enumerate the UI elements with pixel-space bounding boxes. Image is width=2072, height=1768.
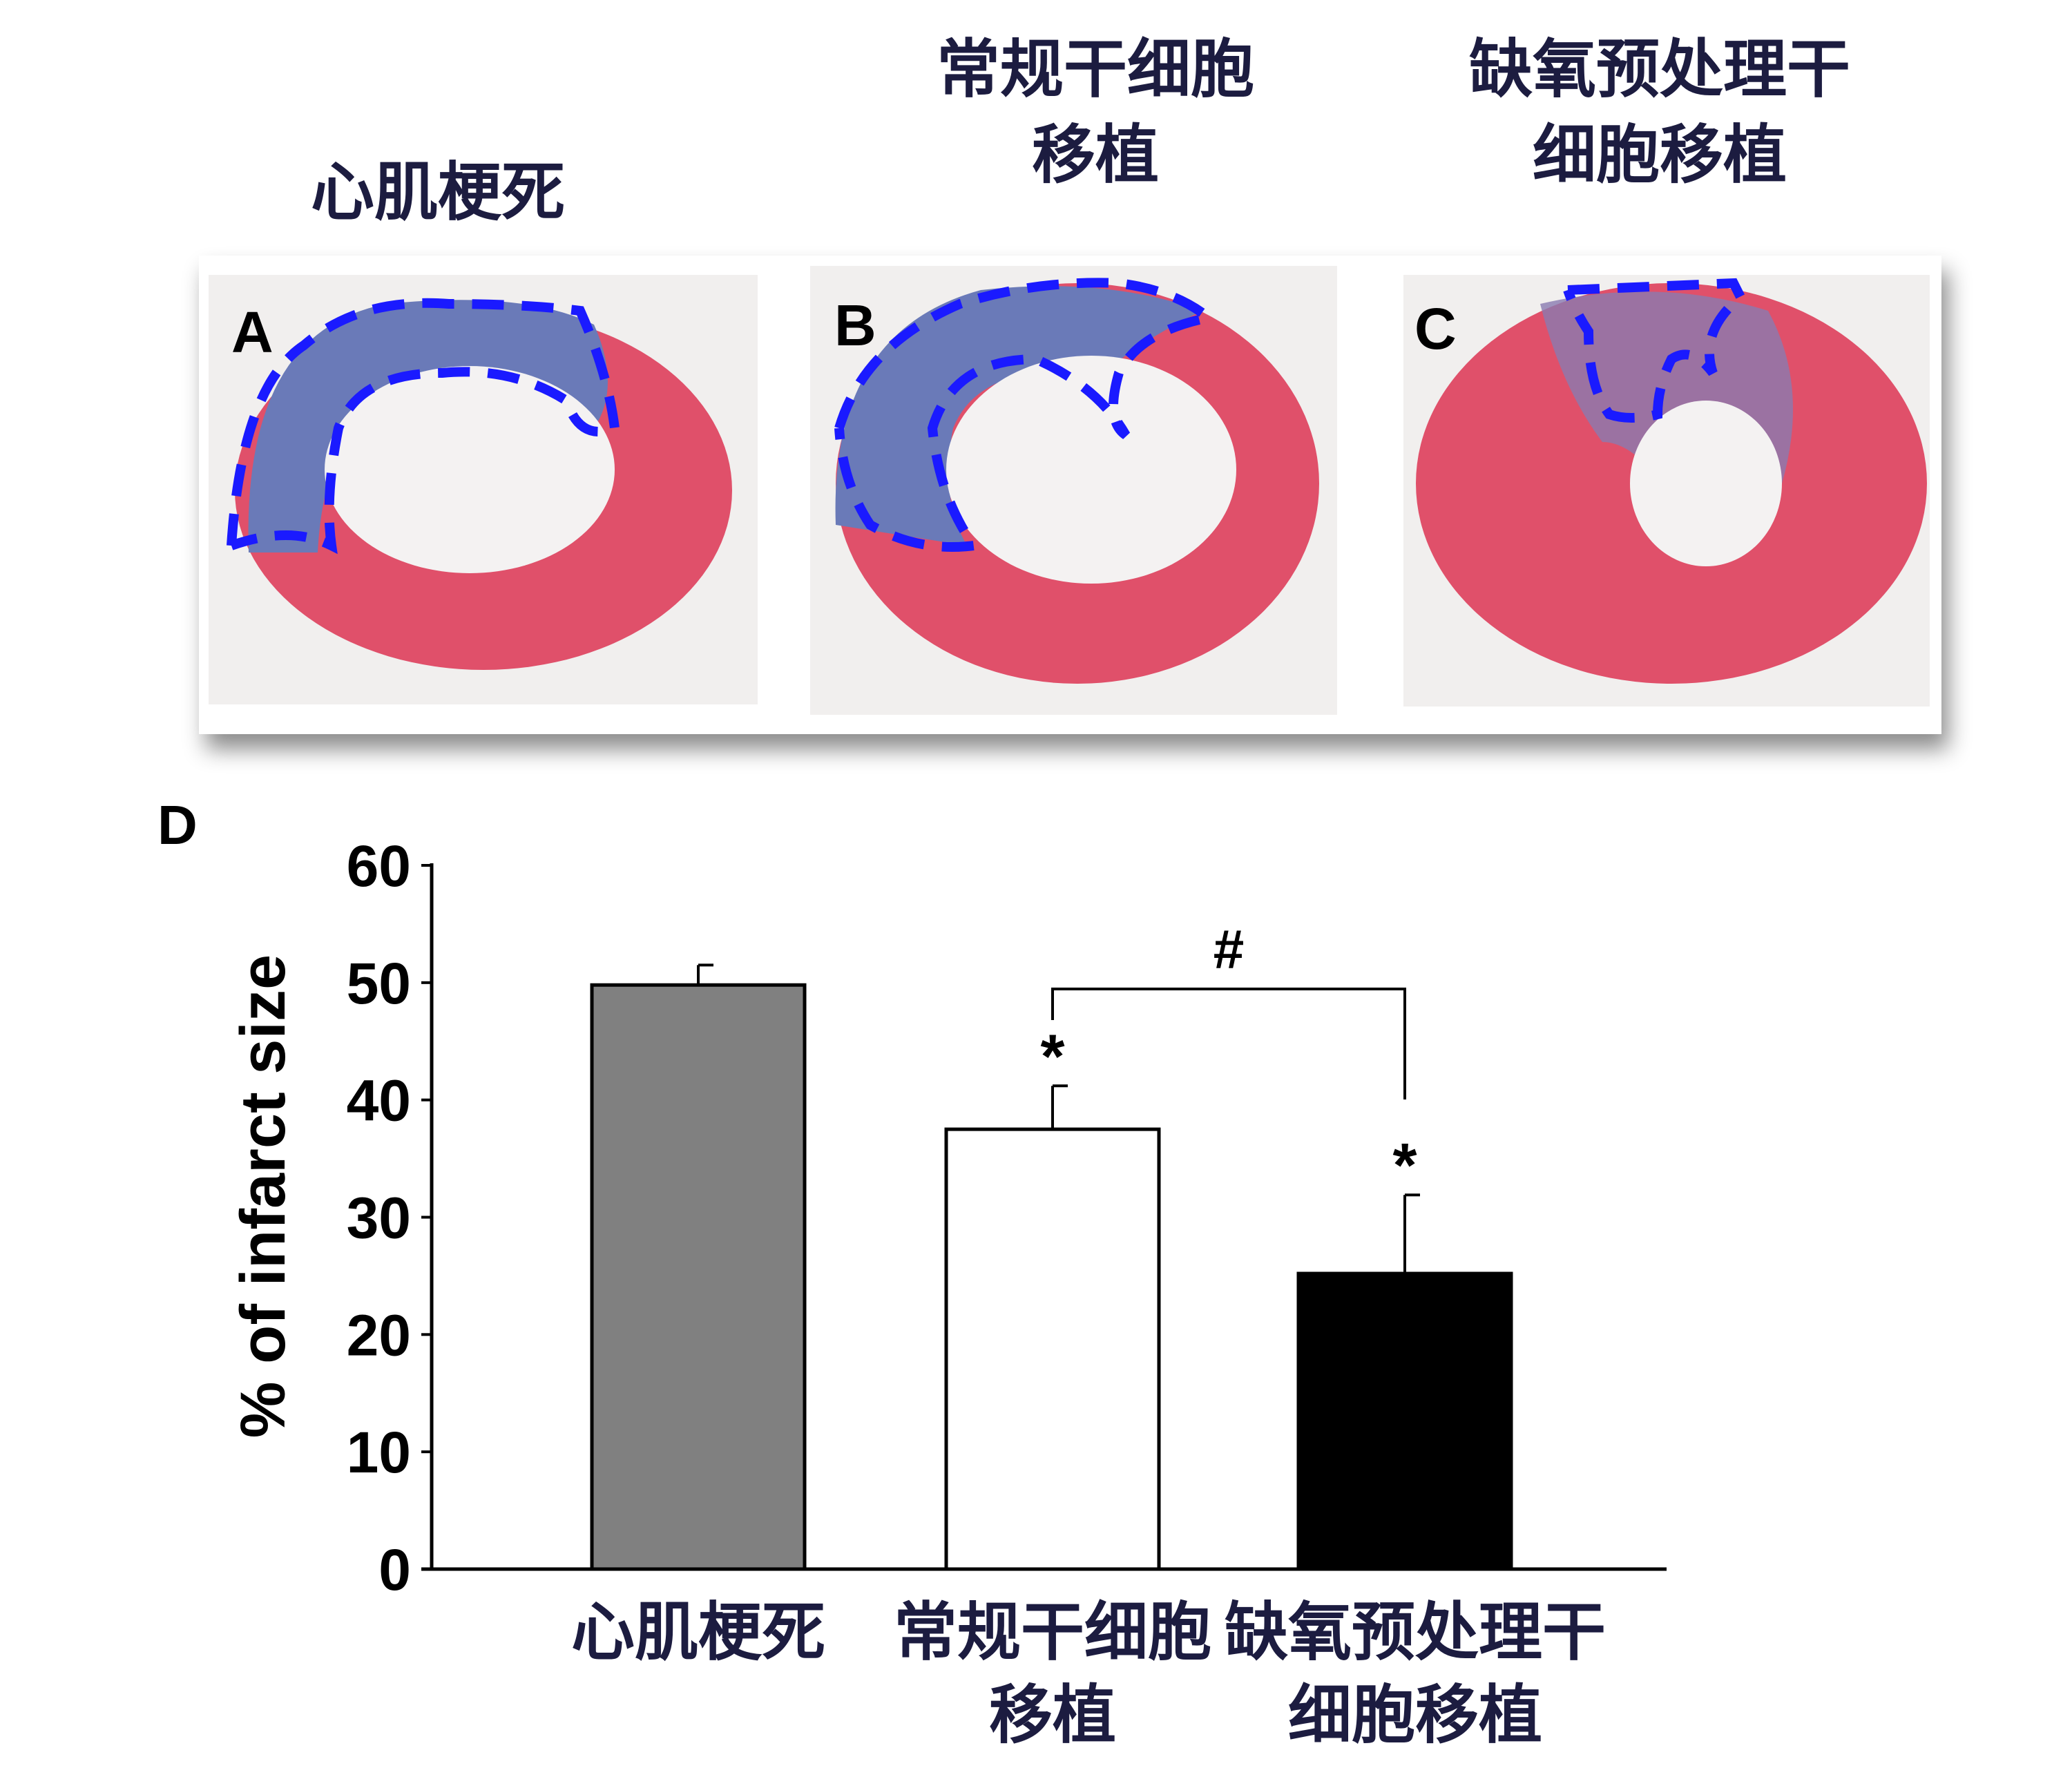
y-tick-label: 30 <box>347 1186 411 1251</box>
title-c-line2: 细胞移植 <box>1533 118 1787 192</box>
y-tick-label: 60 <box>347 834 411 899</box>
histology-image-b: B <box>810 266 1337 715</box>
bracket-label: # <box>1214 919 1245 980</box>
x-tick-label: 细胞移植 <box>1288 1678 1542 1752</box>
title-b-line2: 移植 <box>1032 118 1159 192</box>
panel-letter-a: A <box>231 300 274 365</box>
title-a-line1: 心肌梗死 <box>311 155 565 229</box>
significance-marker: * <box>1040 1022 1064 1091</box>
histology-image-a: A <box>209 275 758 704</box>
panel-letter-b: B <box>834 293 876 358</box>
x-tick-label: 缺氧预处理干 <box>1225 1595 1606 1669</box>
y-axis-label: % of infarct size <box>228 954 298 1438</box>
x-tick-label: 常规干细胞 <box>894 1595 1211 1669</box>
bar <box>1296 1271 1513 1571</box>
panel-letter-c: C <box>1414 296 1457 361</box>
y-tick-label: 10 <box>347 1420 411 1485</box>
bars: * * # <box>590 919 1513 1571</box>
title-c-line1: 缺氧预处理干 <box>1469 32 1850 106</box>
bar <box>944 1127 1161 1571</box>
panel-letter-d: D <box>157 794 198 856</box>
y-tick-label: 20 <box>347 1303 411 1367</box>
x-tick-label: 移植 <box>989 1678 1116 1752</box>
y-tick-label: 50 <box>347 951 411 1016</box>
y-tick-label: 40 <box>347 1068 411 1133</box>
y-tick-label: 0 <box>378 1537 411 1602</box>
bar <box>590 983 807 1571</box>
significance-marker: * <box>1392 1131 1417 1200</box>
title-b-line1: 常规干细胞 <box>937 32 1254 106</box>
y-axis-ticks: 0 10 20 30 40 50 60 <box>347 834 432 1602</box>
histology-image-c: C <box>1403 275 1930 707</box>
significance-bracket <box>1051 988 1406 1099</box>
x-tick-label: 心肌梗死 <box>571 1595 825 1669</box>
